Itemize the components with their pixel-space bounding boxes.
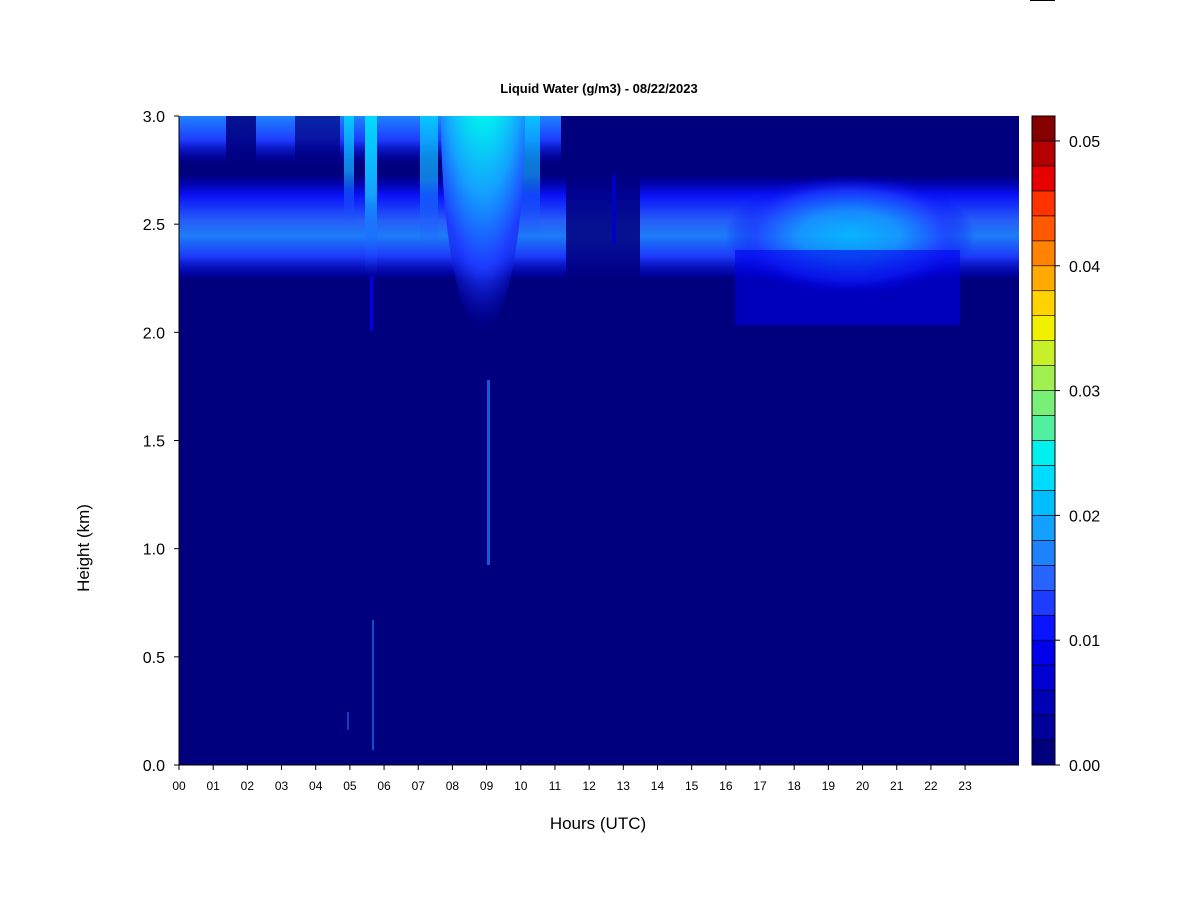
colorbar-level xyxy=(1031,465,1056,491)
x-tick-label: 21 xyxy=(890,779,904,793)
colorbar-level xyxy=(1031,515,1056,541)
colorbar-level xyxy=(1031,490,1056,516)
colorbar-level xyxy=(1031,639,1056,666)
x-tick-label: 22 xyxy=(924,779,938,793)
colorbar-level xyxy=(1031,365,1056,391)
y-axis-label: Height (km) xyxy=(74,504,93,592)
corner-mark xyxy=(1030,0,1055,1)
x-tick-label: 13 xyxy=(617,779,631,793)
y-tick-label: 1.5 xyxy=(143,434,165,451)
colorbar-level xyxy=(1031,440,1056,466)
x-tick-label: 18 xyxy=(788,779,802,793)
colorbar-level xyxy=(1031,165,1056,192)
x-tick-label: 17 xyxy=(753,779,767,793)
colorbar-level xyxy=(1031,390,1056,416)
x-tick-label: 12 xyxy=(582,779,596,793)
colorbar-level xyxy=(1031,190,1056,217)
colorbar-level xyxy=(1031,689,1056,716)
surface-streak xyxy=(372,620,374,750)
colorbar-level xyxy=(1031,540,1056,566)
cloud-gap xyxy=(566,170,640,280)
colorbar-level xyxy=(1031,664,1056,691)
x-tick-label: 10 xyxy=(514,779,528,793)
y-tick-label: 0.5 xyxy=(143,650,165,667)
x-tick-label: 14 xyxy=(651,779,665,793)
colorbar-level xyxy=(1031,340,1056,366)
colorbar-level xyxy=(1031,315,1056,341)
surface-streak-small xyxy=(347,712,349,730)
colorbar-level xyxy=(1031,140,1056,167)
colorbar-level xyxy=(1031,415,1056,441)
x-tick-label: 05 xyxy=(343,779,357,793)
colorbar-level xyxy=(1031,240,1056,267)
x-axis: 00 01 02 03 04 05 06 07 08 09 10 11 12 13 14 15 16 17 18 19… xyxy=(172,764,1019,793)
colorbar-level xyxy=(1031,115,1056,142)
heatmap-plot-area xyxy=(179,116,1019,765)
colorbar-tick-label: 0.03 xyxy=(1069,384,1100,401)
colorbar-tick-label: 0.01 xyxy=(1069,633,1100,650)
x-tick-label: 08 xyxy=(446,779,460,793)
y-tick-label: 3.0 xyxy=(143,109,165,126)
cloud-afternoon-base xyxy=(735,250,960,325)
x-tick-label: 03 xyxy=(275,779,289,793)
x-tick-label: 11 xyxy=(549,779,562,793)
colorbar-tick-label: 0.04 xyxy=(1069,259,1100,276)
y-tick-label: 0.0 xyxy=(143,758,165,775)
x-tick-label: 01 xyxy=(206,779,220,793)
colorbar-level xyxy=(1031,739,1056,766)
x-tick-label: 06 xyxy=(377,779,391,793)
colorbar-tick-label: 0.02 xyxy=(1069,508,1100,525)
y-tick-label: 2.5 xyxy=(143,217,165,234)
cloud-gap-streak xyxy=(612,175,616,245)
cloud-top-gap-2 xyxy=(295,116,340,161)
x-tick-label: 02 xyxy=(241,779,255,793)
y-axis: 0.0 0.5 1.0 1.5 2.0 2.5 3.0 xyxy=(143,109,180,775)
cloud-column-0530 xyxy=(365,116,377,276)
x-tick-label: 16 xyxy=(719,779,733,793)
colorbar-tick-label: 0.00 xyxy=(1069,758,1100,775)
colorbar-level xyxy=(1031,215,1056,242)
x-tick-label: 19 xyxy=(822,779,836,793)
convective-core xyxy=(441,116,525,331)
cloud-top-gap-1 xyxy=(226,116,256,166)
x-tick-label: 04 xyxy=(309,779,323,793)
colorbar: 0.00 0.01 0.02 0.03 0.04 0.05 xyxy=(1031,115,1100,775)
colorbar-level xyxy=(1031,290,1056,316)
x-tick-label: 00 xyxy=(172,779,186,793)
x-tick-label: 20 xyxy=(856,779,870,793)
colorbar-level xyxy=(1031,265,1056,292)
colorbar-frame xyxy=(1031,115,1056,766)
colorbar-level xyxy=(1031,589,1056,616)
convective-drizzle-streak xyxy=(487,380,490,565)
x-tick-label: 23 xyxy=(958,779,972,793)
colorbar-level xyxy=(1031,565,1056,591)
cloud-column-0700 xyxy=(420,116,438,246)
x-tick-label: 15 xyxy=(685,779,699,793)
y-tick-label: 1.0 xyxy=(143,542,165,559)
x-axis-label: Hours (UTC) xyxy=(550,814,646,833)
y-tick-label: 2.0 xyxy=(143,325,165,342)
x-tick-label: 09 xyxy=(480,779,494,793)
x-tick-label: 07 xyxy=(412,779,426,793)
chart-title: Liquid Water (g/m3) - 08/22/2023 xyxy=(500,81,697,96)
cloud-column-05 xyxy=(344,116,354,226)
colorbar-level xyxy=(1031,714,1056,741)
colorbar-tick-label: 0.05 xyxy=(1069,134,1100,151)
cloud-column-0530-faint xyxy=(370,276,373,331)
colorbar-level xyxy=(1031,614,1056,641)
